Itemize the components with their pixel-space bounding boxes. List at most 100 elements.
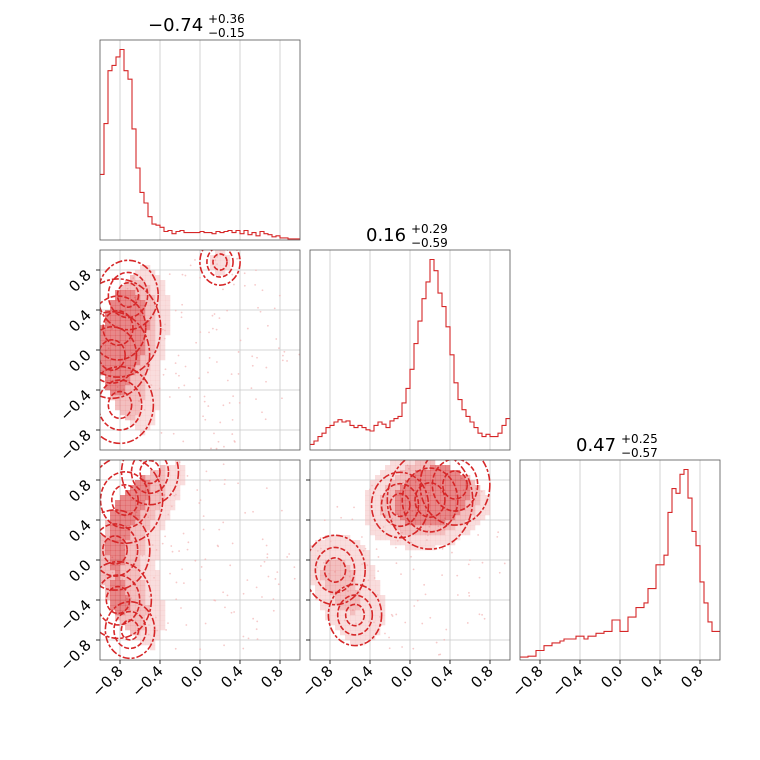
contour-ring-21-1-0	[419, 460, 491, 526]
density-cell-10	[155, 275, 161, 281]
scatter-point-10-95	[243, 284, 246, 287]
density-cell-20	[160, 475, 166, 481]
density-cell-20	[125, 535, 131, 541]
density-cell-20	[115, 525, 121, 531]
contour-panel-param-2-vs-param-3	[306, 459, 511, 664]
density-cell-21	[365, 565, 371, 571]
density-cell-10	[215, 255, 221, 261]
density-cell-21	[320, 575, 326, 581]
density-cell-21	[475, 505, 481, 511]
scatter-point-10-116	[175, 372, 177, 375]
density-cell-10	[155, 310, 161, 316]
density-cell-20	[130, 615, 136, 621]
density-cell-21	[415, 515, 421, 521]
contour-ring-20-4-1	[113, 610, 147, 650]
density-cell-20	[115, 520, 121, 526]
density-cell-10	[145, 300, 151, 306]
density-cell-21	[400, 525, 406, 531]
contour-layer-10	[100, 250, 300, 450]
density-cell-21	[345, 625, 351, 631]
density-cell-21	[395, 485, 401, 491]
density-cell-20	[100, 575, 106, 581]
scatter-point-20-21	[223, 483, 226, 486]
density-cell-20	[120, 615, 126, 621]
density-cell-10	[140, 410, 146, 416]
density-cell-21	[420, 480, 426, 486]
density-cell-20	[150, 575, 156, 581]
density-cell-10	[125, 315, 131, 321]
density-cell-21	[385, 510, 391, 516]
density-cell-20	[130, 600, 136, 606]
density-cell-21	[325, 580, 331, 586]
density-cell-10	[125, 360, 131, 366]
density-cell-21	[335, 595, 341, 601]
density-cell-21	[410, 485, 416, 491]
density-cell-10	[110, 365, 116, 371]
scatter-point-10-49	[281, 397, 283, 400]
density-cell-21	[470, 505, 476, 511]
density-cell-10	[120, 380, 126, 386]
scatter-point-21-0	[322, 561, 325, 564]
density-cell-21	[480, 490, 486, 496]
density-cell-20	[125, 580, 131, 586]
density-cell-21	[420, 460, 426, 466]
scatter-point-10-62	[168, 273, 171, 276]
density-cell-10	[100, 335, 106, 341]
density-cell-21	[330, 585, 336, 591]
density-cell-21	[405, 530, 411, 536]
density-cell-21	[395, 460, 401, 466]
density-cell-21	[475, 500, 481, 506]
density-cell-10	[140, 275, 146, 281]
scatter-point-20-138	[242, 592, 245, 595]
density-cell-20	[150, 520, 156, 526]
scatter-point-10-98	[239, 339, 242, 342]
density-cell-20	[145, 570, 151, 576]
density-cell-21	[360, 575, 366, 581]
panel-title-1-minus: −0.15	[208, 26, 245, 40]
density-cell-20	[145, 480, 151, 486]
density-cell-10	[120, 365, 126, 371]
density-cell-10	[130, 400, 136, 406]
density-cell-21	[375, 530, 381, 536]
density-cell-20	[145, 595, 151, 601]
density-cell-21	[430, 495, 436, 501]
density-cell-10	[145, 395, 151, 401]
density-cell-10	[115, 360, 121, 366]
scatter-point-10-22	[180, 311, 183, 314]
scatter-point-21-22	[391, 615, 394, 617]
scatter-point-10-154	[223, 445, 225, 448]
density-cell-10	[120, 385, 126, 391]
scatter-point-20-155	[224, 606, 226, 609]
scatter-point-10-6	[251, 355, 254, 358]
density-cell-21	[335, 575, 341, 581]
density-cell-10	[125, 290, 131, 296]
density-cell-21	[405, 465, 411, 471]
density-cell-20	[100, 560, 106, 566]
density-cell-21	[395, 525, 401, 531]
density-cell-20	[150, 515, 156, 521]
density-cell-21	[360, 580, 366, 586]
density-cell-10	[165, 300, 171, 306]
scatter-point-21-143	[497, 531, 500, 534]
density-cell-10	[140, 270, 146, 276]
density-cell-10	[115, 305, 121, 311]
scatter-point-10-75	[207, 371, 209, 374]
scatter-point-21-20	[400, 573, 402, 576]
xtick-label-x3-4: 0.8	[677, 662, 707, 692]
scatter-point-10-121	[281, 359, 284, 362]
scatter-point-21-106	[468, 591, 470, 594]
density-cell-10	[155, 400, 161, 406]
density-cell-21	[355, 620, 361, 626]
scatter-point-20-116	[178, 550, 181, 552]
density-cell-10	[165, 320, 171, 326]
density-cell-20	[130, 515, 136, 521]
density-cell-10	[105, 315, 111, 321]
density-cell-10	[125, 340, 131, 346]
density-cell-10	[135, 425, 141, 431]
density-cell-10	[125, 310, 131, 316]
panel-title-1-plus: +0.36	[208, 12, 245, 26]
scatter-point-10-151	[195, 341, 198, 344]
scatter-point-10-157	[182, 440, 185, 443]
xtick-label-x1-0: −0.8	[88, 662, 126, 700]
